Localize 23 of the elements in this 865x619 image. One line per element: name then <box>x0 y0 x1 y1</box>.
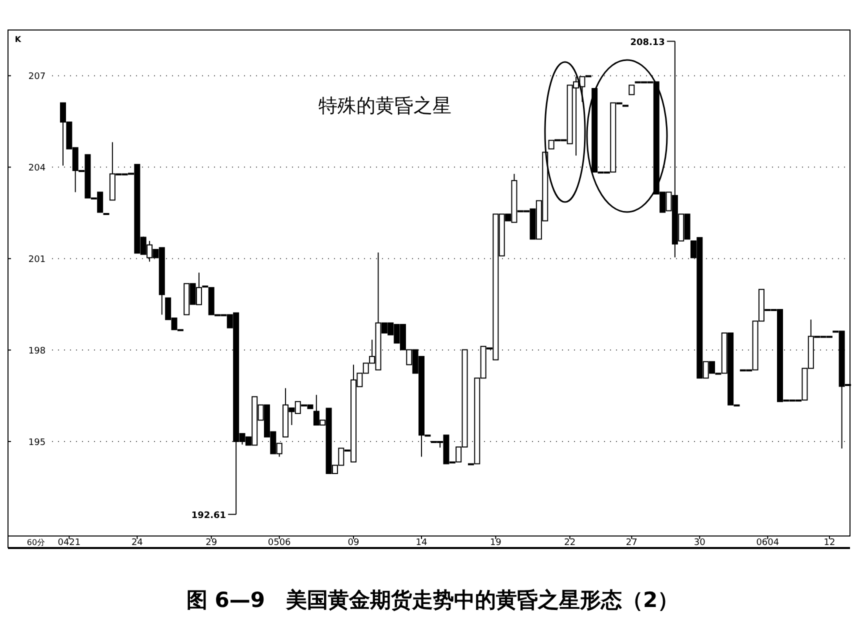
y-axis-title: K <box>14 35 22 44</box>
x-tick-label: 22 <box>564 538 576 548</box>
x-tick-label: 19 <box>490 538 502 548</box>
y-tick-label: 207 <box>28 72 46 82</box>
x-tick-label: 27 <box>626 538 638 548</box>
annotation: 208.13 <box>630 38 665 48</box>
y-tick-label: 198 <box>28 346 46 357</box>
x-tick-label: 12 <box>824 538 836 548</box>
y-tick-label: 204 <box>28 164 46 174</box>
x-tick-label: 24 <box>131 538 144 548</box>
y-tick-label: 201 <box>28 255 46 266</box>
annotation: 192.61 <box>191 510 226 521</box>
x-tick-label: 29 <box>206 538 218 548</box>
x-tick-label: 0506 <box>268 538 292 548</box>
x-tick-label: 09 <box>348 538 360 548</box>
annotation: 特殊的黄昏之星 <box>318 95 452 117</box>
x-tick-label: 0604 <box>756 538 780 548</box>
text: 60分 <box>26 538 46 547</box>
y-tick-label: 195 <box>28 438 46 448</box>
x-tick-label: 14 <box>416 538 428 548</box>
x-tick-label: 0421 <box>58 538 81 548</box>
x-tick-label: 30 <box>694 538 706 548</box>
text: 图 6—9 美国黄金期货走势中的黄昏之星形态（2） <box>186 588 679 612</box>
